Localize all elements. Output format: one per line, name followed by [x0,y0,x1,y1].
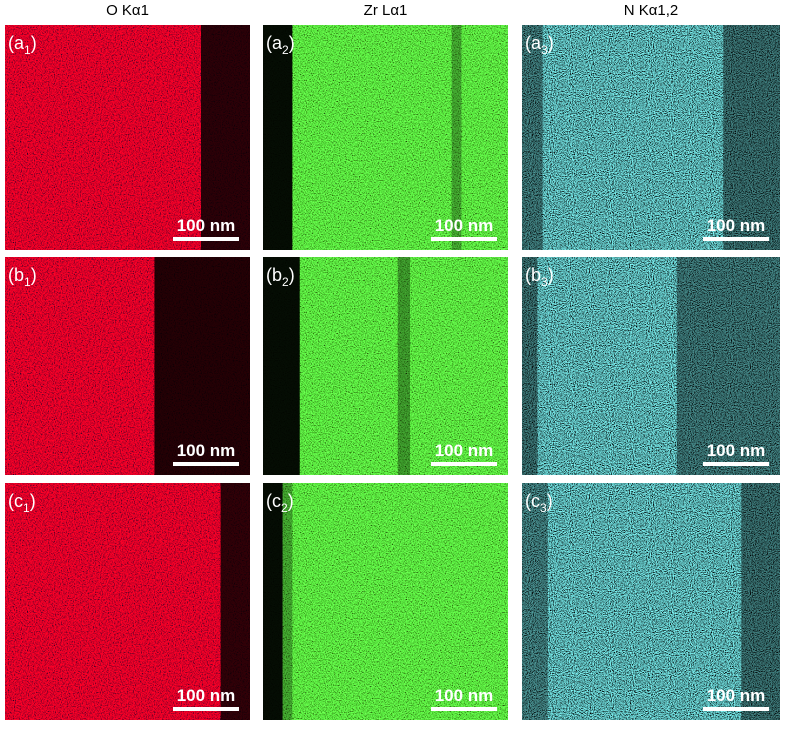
map-texture [263,483,508,720]
map-texture [263,25,508,250]
label-part: ) [31,265,37,285]
label-part: 3 [541,43,548,57]
label-part: (b [525,265,541,285]
dark-region [522,25,543,250]
label-part: (b [8,265,24,285]
panel-label: (c1) [8,491,36,515]
scale-label: 100 nm [177,441,236,460]
scale-label: 100 nm [435,686,494,705]
scale-label: 100 nm [435,216,494,235]
map-texture [522,483,780,720]
dark-region [263,25,293,250]
label-part: ) [31,33,37,53]
dark-region [220,483,250,720]
scale-bar [703,237,769,241]
scale-bar [173,237,239,241]
label-part: (b [266,265,282,285]
label-part: (a [266,33,283,53]
label-part: 2 [282,275,289,289]
map-panel: (c3) 100 nm [522,483,780,720]
map-texture [522,25,780,250]
scale-bar [431,462,497,466]
label-part: (c [525,491,540,511]
dark-region [154,257,250,475]
dark-region [676,257,780,475]
label-part: ) [547,491,553,511]
label-part: ) [548,265,554,285]
label-part: ) [30,491,36,511]
label-part: ) [289,265,295,285]
scale-bar [703,707,769,711]
map-panel: (c2) 100 nm [263,483,508,720]
column-header: Zr Lα1 [363,2,408,19]
scale-label: 100 nm [177,216,236,235]
scale-bar [173,707,239,711]
label-part: 2 [282,43,289,57]
map-panel: (b3) 100 nm [522,257,780,475]
label-part: (a [525,33,542,53]
scale-label: 100 nm [707,686,766,705]
label-part: 1 [24,275,31,289]
column-header: O Kα1 [106,2,149,19]
map-panel: (a1) 100 nm [5,25,250,250]
label-part: (c [8,491,23,511]
scale-label: 100 nm [707,216,766,235]
dark-region [397,257,410,475]
column-header: N Kα1,2 [623,2,679,19]
map-panel: (a2) 100 nm [263,25,508,250]
panel-label: (c3) [525,491,553,515]
map-texture [263,257,508,475]
panel-label: (b3) [525,265,554,289]
label-part: ) [548,33,554,53]
panel-label: (a3) [525,33,554,57]
label-part: 3 [540,501,547,515]
panel-label: (c2) [266,491,294,515]
scale-label: 100 nm [177,686,236,705]
scale-label: 100 nm [435,441,494,460]
label-part: 2 [281,501,288,515]
label-part: 1 [23,501,30,515]
dark-region [741,483,780,720]
dark-region [723,25,780,250]
map-panel: (b2) 100 nm [263,257,508,475]
label-part: 3 [541,275,548,289]
map-panel: (c1) 100 nm [5,483,250,720]
dark-region [263,257,300,475]
dark-region [263,483,283,720]
scale-bar [431,237,497,241]
map-texture [522,257,780,475]
map-texture [5,483,250,720]
scale-bar [431,707,497,711]
scale-label: 100 nm [707,441,766,460]
panel-label: (a1) [8,33,37,57]
panel-label: (a2) [266,33,295,57]
dark-region [522,257,538,475]
label-part: (a [8,33,25,53]
panel-label: (b1) [8,265,37,289]
map-panel: (b1) 100 nm [5,257,250,475]
label-part: ) [289,33,295,53]
dark-region [451,25,462,250]
label-part: ) [288,491,294,511]
label-part: 1 [24,43,31,57]
dark-region [522,483,548,720]
scale-bar [173,462,239,466]
panel-label: (b2) [266,265,295,289]
dark-region [282,483,293,720]
scale-bar [703,462,769,466]
label-part: (c [266,491,281,511]
dark-region [201,25,250,250]
map-panel: (a3) 100 nm [522,25,780,250]
